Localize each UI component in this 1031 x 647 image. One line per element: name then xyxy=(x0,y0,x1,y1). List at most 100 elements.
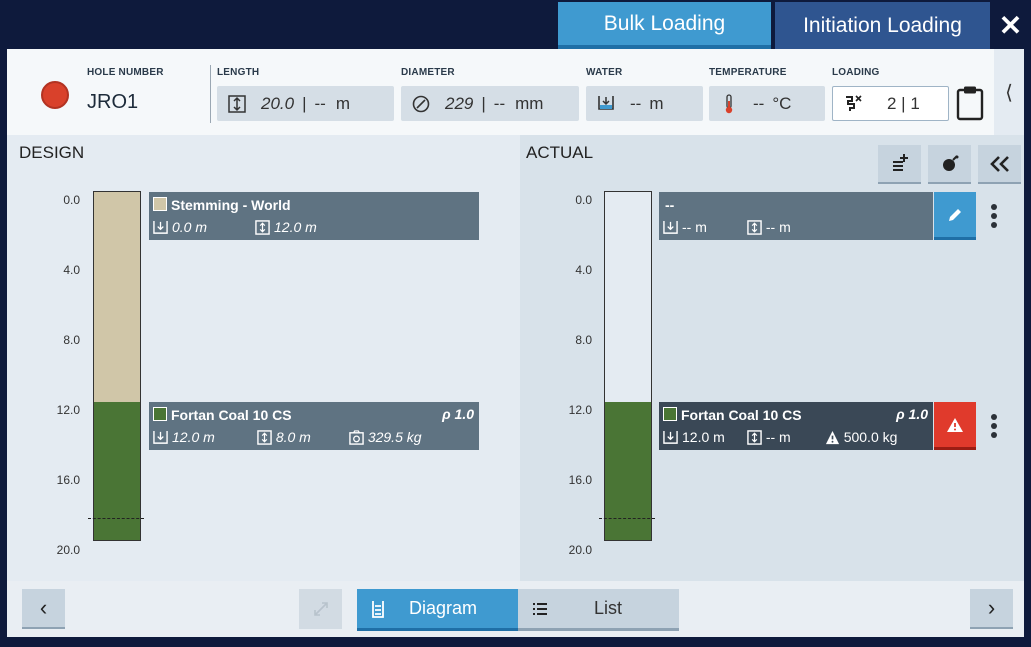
length-design-value: 20.0 xyxy=(261,93,295,113)
hole-number-label: HOLE NUMBER xyxy=(87,67,164,78)
actual-water-level xyxy=(599,518,655,519)
view-list-button[interactable]: List xyxy=(518,589,679,631)
length-icon xyxy=(747,429,762,445)
deck-stats: 0.0 m 12.0 m xyxy=(153,219,317,235)
deck-density: ρ 1.0 xyxy=(442,406,474,422)
actual-deck-coal[interactable]: Fortan Coal 10 CS ρ 1.0 12.0 m -- m 500.… xyxy=(659,402,933,450)
collapse-panel-button[interactable] xyxy=(978,145,1021,184)
deck-color-swatch xyxy=(663,407,677,421)
diameter-separator: | xyxy=(481,93,486,113)
deck-menu-kebab-icon[interactable] xyxy=(984,402,1004,450)
deck-top-value: 12.0 m xyxy=(172,429,215,445)
deck-length-value: -- m xyxy=(765,429,791,445)
diagram-icon xyxy=(372,600,384,618)
deck-stats: 12.0 m 8.0 m 329.5 kg xyxy=(153,429,422,445)
loading-value: 2 | 1 xyxy=(887,93,920,113)
add-deck-icon xyxy=(892,153,908,171)
length-label: LENGTH xyxy=(217,67,260,78)
deck-top-stat: 0.0 m xyxy=(153,219,207,235)
deck-name: -- xyxy=(665,197,675,213)
diameter-label: DIAMETER xyxy=(401,67,455,78)
design-tick-16: 16.0 xyxy=(56,473,80,487)
design-title: DESIGN xyxy=(19,143,85,162)
temperature-field[interactable]: -- °C xyxy=(709,86,825,121)
actual-tick-12: 12.0 xyxy=(568,403,592,417)
tab-bulk-loading[interactable]: Bulk Loading xyxy=(558,2,771,49)
main-content: HOLE NUMBER JRO1 LENGTH 20.0 | -- m DIAM… xyxy=(7,49,1024,637)
loading-icon xyxy=(843,94,863,114)
tab-bar: Bulk Loading Initiation Loading ✕ xyxy=(2,2,1029,49)
deck-top-value: 0.0 m xyxy=(172,219,208,235)
diagram-label: Diagram xyxy=(409,598,478,618)
hole-header: HOLE NUMBER JRO1 LENGTH 20.0 | -- m DIAM… xyxy=(7,49,1024,135)
edit-deck-button[interactable] xyxy=(934,192,976,240)
deck-top-value: 12.0 m xyxy=(682,429,725,445)
loading-label: LOADING xyxy=(832,67,880,78)
deck-mass-stat: 329.5 kg xyxy=(349,429,422,445)
double-chevron-left-icon xyxy=(989,155,1009,172)
deck-mass-value: 500.0 kg xyxy=(843,429,898,445)
deck-length-value: 12.0 m xyxy=(274,219,317,235)
expand-button[interactable] xyxy=(299,589,342,629)
water-label: WATER xyxy=(586,67,623,78)
deck-warning-button[interactable] xyxy=(934,402,976,450)
warning-icon xyxy=(947,417,963,432)
temperature-unit: °C xyxy=(772,93,792,113)
deck-top-stat: -- m xyxy=(663,219,707,235)
design-panel: DESIGN 0.0 4.0 8.0 12.0 16.0 20.0 Stemmi… xyxy=(7,135,516,581)
close-icon[interactable]: ✕ xyxy=(998,10,1023,41)
actual-coal-segment xyxy=(605,402,651,540)
design-tick-0: 0.0 xyxy=(63,193,80,207)
deck-mass-value: 329.5 kg xyxy=(367,429,422,445)
deck-length-stat: 12.0 m xyxy=(255,219,317,235)
deck-top-stat: 12.0 m xyxy=(663,429,725,445)
length-field[interactable]: 20.0 | -- m xyxy=(217,86,394,121)
length-actual-value: -- xyxy=(314,93,326,113)
design-tick-4: 4.0 xyxy=(63,263,80,277)
design-tick-12: 12.0 xyxy=(56,403,80,417)
weight-icon xyxy=(349,429,364,445)
length-icon xyxy=(255,219,270,235)
chevron-left-icon: ‹ xyxy=(39,595,48,620)
actual-tick-16: 16.0 xyxy=(568,473,592,487)
deck-menu-kebab-icon[interactable] xyxy=(984,192,1004,240)
design-water-level xyxy=(88,518,144,519)
deck-color-swatch xyxy=(153,407,167,421)
water-field[interactable]: -- m xyxy=(586,86,703,121)
primer-button[interactable] xyxy=(928,145,971,184)
pencil-icon xyxy=(949,208,961,221)
depth-icon xyxy=(663,220,678,234)
actual-tick-8: 8.0 xyxy=(575,333,592,347)
add-deck-button[interactable] xyxy=(878,145,921,184)
clipboard-icon[interactable] xyxy=(956,85,984,121)
actual-title: ACTUAL xyxy=(526,143,594,162)
tab-initiation-loading[interactable]: Initiation Loading xyxy=(775,2,990,49)
deck-length-value: 8.0 m xyxy=(275,429,311,445)
water-icon xyxy=(596,94,616,114)
diameter-field[interactable]: 229 | -- mm xyxy=(401,86,579,121)
list-icon xyxy=(533,602,547,615)
depth-icon xyxy=(153,220,168,234)
loading-field[interactable]: 2 | 1 xyxy=(832,86,949,121)
depth-icon xyxy=(153,430,168,444)
actual-panel: ACTUAL 0.0 4.0 8.0 12.0 16.0 20.0 - xyxy=(520,135,1024,581)
design-deck-coal[interactable]: Fortan Coal 10 CS ρ 1.0 12.0 m 8.0 m 329… xyxy=(149,402,479,450)
deck-top-value: -- m xyxy=(682,219,707,235)
depth-icon xyxy=(663,430,678,444)
design-deck-stemming[interactable]: Stemming - World 0.0 m 12.0 m xyxy=(149,192,479,240)
length-icon xyxy=(747,219,762,235)
actual-hole-column xyxy=(599,191,655,541)
previous-hole-button[interactable]: ‹ xyxy=(22,589,65,629)
actual-tick-0: 0.0 xyxy=(575,193,592,207)
actual-empty-segment xyxy=(605,192,651,402)
deck-top-stat: 12.0 m xyxy=(153,429,215,445)
hole-status-indicator xyxy=(41,81,69,109)
next-hole-button[interactable]: › xyxy=(970,589,1013,629)
view-diagram-button[interactable]: Diagram xyxy=(357,589,518,631)
actual-deck-top[interactable]: -- -- m -- m xyxy=(659,192,933,240)
deck-stats: 12.0 m -- m 500.0 kg xyxy=(663,429,897,445)
collapse-header-icon[interactable]: ⟨ xyxy=(994,49,1024,135)
expand-icon xyxy=(313,602,328,616)
footer-bar: ‹ Diagram List › xyxy=(7,581,1024,637)
